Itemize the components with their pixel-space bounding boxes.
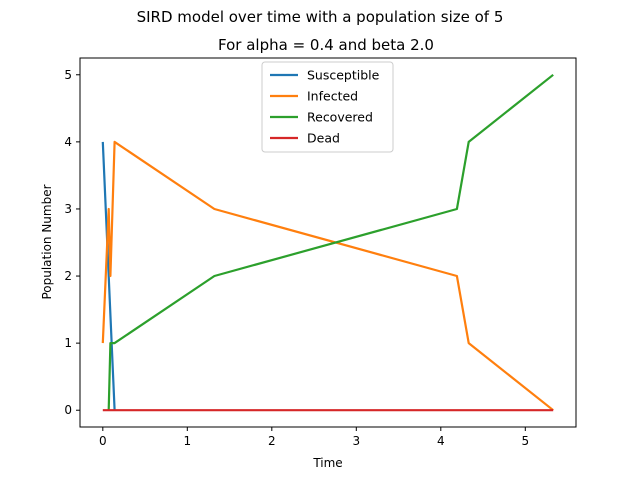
y-tick-label: 0 [64, 403, 72, 417]
x-axis-label: Time [312, 456, 342, 470]
series-line-susceptible [101, 141, 116, 411]
legend-frame [261, 61, 394, 153]
y-tick-label: 1 [64, 336, 72, 350]
series-line-recovered [107, 73, 554, 411]
legend-label-susceptible: Susceptible [307, 68, 380, 83]
legend-label-dead: Dead [307, 131, 340, 146]
legend-label-infected: Infected [307, 89, 358, 104]
x-tick-label: 5 [521, 434, 529, 448]
x-tick-label: 4 [437, 434, 445, 448]
chart-suptitle: SIRD model over time with a population s… [137, 8, 504, 26]
legend-label-recovered: Recovered [307, 110, 373, 125]
y-tick-label: 3 [64, 202, 72, 216]
y-axis-label: Population Number [40, 184, 54, 299]
y-tick-label: 2 [64, 269, 72, 283]
y-tick-label: 4 [64, 135, 72, 149]
x-tick-label: 1 [183, 434, 191, 448]
chart-title: For alpha = 0.4 and beta 2.0 [218, 36, 434, 54]
x-tick-label: 0 [99, 434, 107, 448]
series-layer [101, 73, 554, 412]
plot-frame [79, 57, 577, 428]
y-tick-label: 5 [64, 68, 72, 82]
legend: Susceptible Infected Recovered Dead [261, 61, 394, 153]
x-tick-label: 2 [268, 434, 276, 448]
series-line-infected [101, 140, 554, 412]
x-tick-label: 3 [352, 434, 360, 448]
ticks-layer: 0 1 2 3 4 5 0 1 2 3 4 5 [64, 68, 529, 448]
